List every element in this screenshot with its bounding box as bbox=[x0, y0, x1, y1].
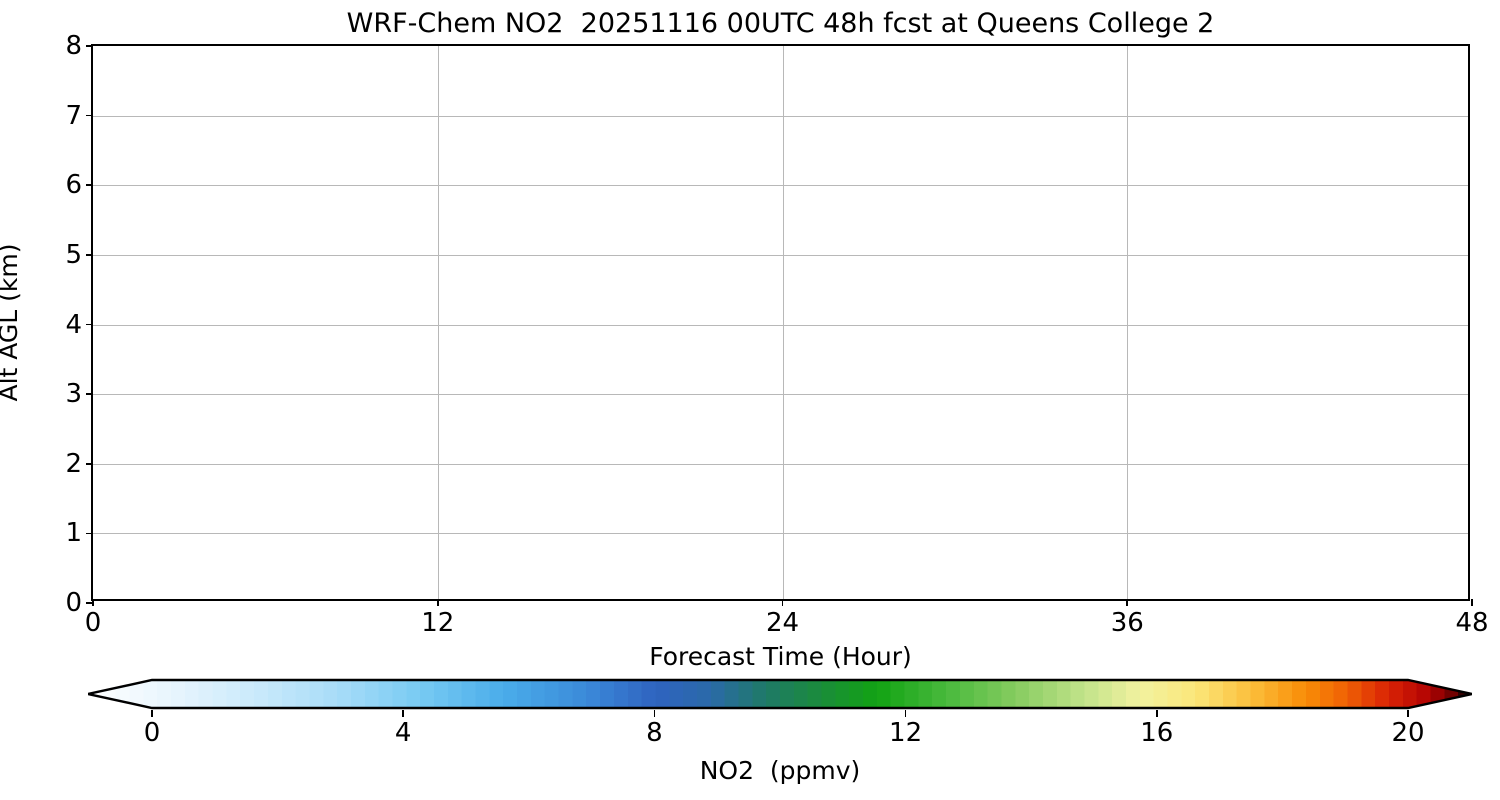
colorbar-label: NO2 (ppmv) bbox=[699, 756, 861, 785]
colorbar-tick-mark bbox=[1407, 710, 1409, 717]
colorbar-tick-label: 4 bbox=[394, 718, 412, 748]
gridline-vertical bbox=[437, 46, 439, 599]
colorbar-tick-label: 0 bbox=[143, 718, 161, 748]
y-tick-mark bbox=[86, 184, 93, 187]
gridline-vertical bbox=[782, 46, 784, 599]
colorbar-body bbox=[88, 678, 1472, 710]
y-tick-mark bbox=[86, 532, 93, 535]
y-tick-label: 2 bbox=[65, 448, 82, 479]
y-tick-mark bbox=[86, 602, 93, 604]
colorbar-tick-label: 12 bbox=[889, 718, 923, 748]
colorbar-tick-mark bbox=[653, 710, 656, 717]
colorbar-tick-mark bbox=[402, 710, 404, 717]
gridline-horizontal bbox=[93, 463, 1468, 465]
colorbar-tick-label: 8 bbox=[646, 718, 663, 748]
gridline-horizontal bbox=[93, 115, 1468, 117]
gridlines bbox=[93, 46, 1468, 599]
x-tick-mark bbox=[781, 599, 784, 606]
colorbar-tick-mark bbox=[904, 710, 907, 717]
page-title: WRF-Chem NO2 20251116 00UTC 48h fcst at … bbox=[346, 8, 1215, 39]
gridline-horizontal bbox=[93, 254, 1468, 256]
y-tick-label: 6 bbox=[65, 170, 82, 201]
x-tick-label: 48 bbox=[1455, 608, 1489, 638]
y-tick-mark bbox=[86, 323, 93, 326]
y-tick-label: 1 bbox=[65, 518, 82, 549]
y-tick-label: 0 bbox=[65, 588, 82, 618]
x-axis-label: Forecast Time (Hour) bbox=[649, 642, 912, 671]
x-tick-mark bbox=[1126, 599, 1129, 606]
x-tick-label: 0 bbox=[84, 608, 102, 638]
y-tick-label: 8 bbox=[65, 31, 82, 61]
gridline-horizontal bbox=[93, 394, 1468, 396]
y-tick-label: 7 bbox=[65, 100, 82, 131]
x-tick-mark bbox=[1471, 599, 1473, 606]
x-tick-label: 36 bbox=[1110, 608, 1144, 638]
x-tick-label: 24 bbox=[765, 608, 800, 638]
colorbar-tick-mark bbox=[1156, 710, 1158, 717]
gridline-horizontal bbox=[93, 185, 1468, 187]
y-tick-mark bbox=[86, 254, 93, 256]
gridline-vertical bbox=[1127, 46, 1129, 599]
y-tick-label: 3 bbox=[65, 379, 82, 410]
colorbar-tick-mark bbox=[151, 710, 153, 717]
colorbar-gradient bbox=[88, 678, 1472, 710]
y-tick-label: 5 bbox=[65, 239, 82, 270]
y-tick-mark bbox=[86, 114, 93, 117]
y-tick-mark bbox=[86, 462, 93, 465]
x-tick-label: 12 bbox=[421, 608, 455, 638]
colorbar-tick-label: 20 bbox=[1391, 718, 1425, 748]
y-tick-mark bbox=[86, 45, 93, 47]
gridline-horizontal bbox=[93, 324, 1468, 326]
plot-area[interactable]: 0 1 2 3 4 5 6 7 8 0 12 24 36 48 bbox=[65, 33, 1488, 637]
x-tick-mark bbox=[92, 599, 94, 606]
x-tick-mark bbox=[436, 599, 439, 606]
y-axis-label: Alt AGL (km) bbox=[0, 243, 23, 402]
y-tick-label: 4 bbox=[65, 309, 82, 340]
colorbar[interactable] bbox=[88, 678, 1472, 710]
colorbar-tick-label: 16 bbox=[1140, 718, 1174, 748]
gridline-horizontal bbox=[93, 533, 1468, 535]
y-tick-mark bbox=[86, 393, 93, 395]
